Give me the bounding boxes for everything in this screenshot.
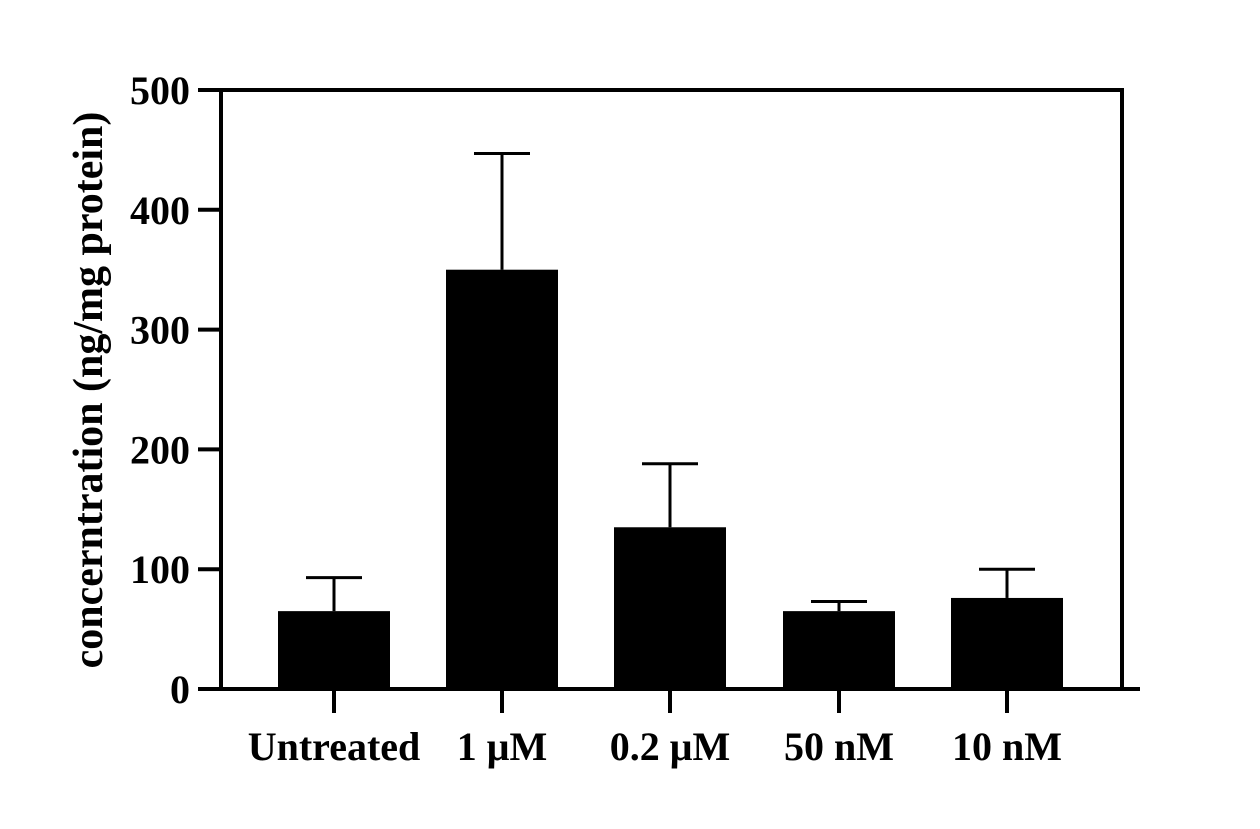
error-bars [306,151,1035,612]
y-tick-label: 200 [130,427,190,472]
bar [278,611,390,689]
bar [446,269,558,689]
y-axis-ticks: 0 100 200 300 400 500 [130,68,221,712]
y-tick-label: 300 [130,308,190,353]
y-tick-label: 500 [130,68,190,113]
x-tick-label: 10 nM [952,724,1062,769]
bar [951,597,1063,689]
y-axis-label: concerntration (ng/mg protein) [66,112,112,669]
bars [278,269,1063,689]
x-tick-label: Untreated [248,724,421,769]
y-tick-label: 0 [170,667,190,712]
x-tick-label: 50 nM [784,724,894,769]
y-tick-label: 400 [130,188,190,233]
x-tick-label: 1 μM [457,724,547,769]
x-tick-label: 0.2 μM [610,724,730,769]
x-axis-ticks: Untreated 1 μM 0.2 μM 50 nM 10 nM [248,689,1062,769]
y-tick-label: 100 [130,547,190,592]
bar [783,611,895,689]
bar [614,527,726,689]
